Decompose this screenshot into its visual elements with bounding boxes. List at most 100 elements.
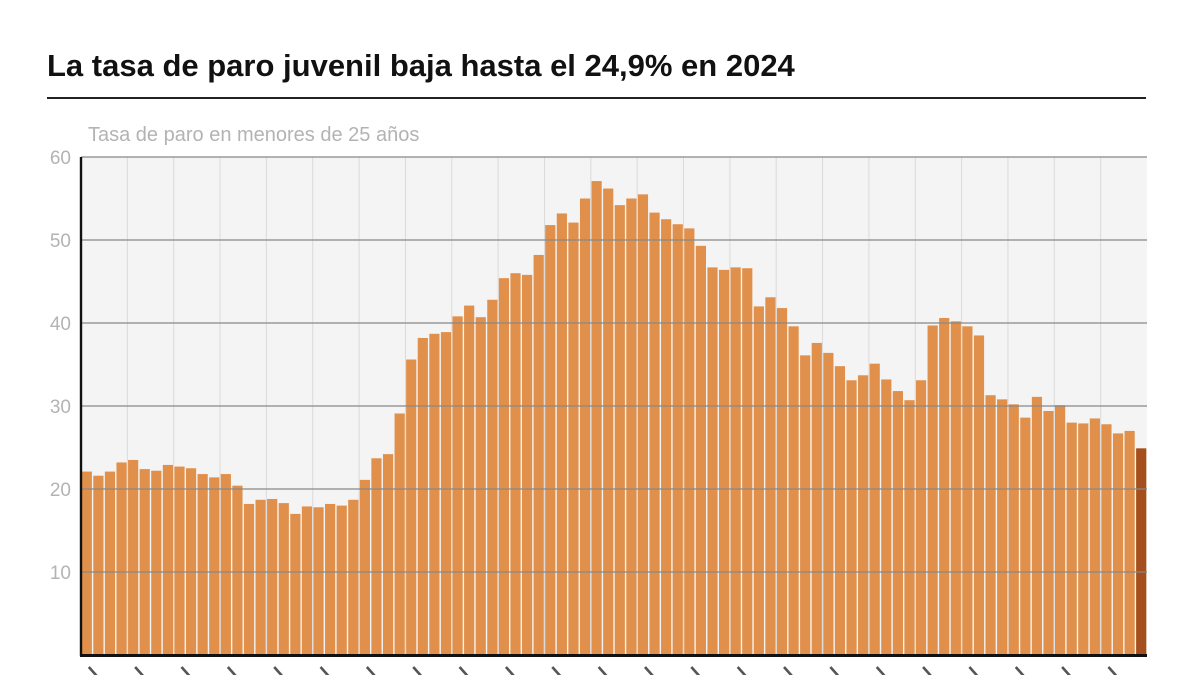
y-tick-label: 40 — [50, 314, 71, 335]
horizontal-gridlines — [81, 156, 1147, 573]
bar — [846, 380, 857, 655]
bar — [382, 454, 394, 655]
bar — [1078, 423, 1089, 655]
bar — [232, 485, 243, 655]
x-tick-mark — [736, 666, 747, 675]
bar — [834, 366, 846, 655]
y-tick-label: 10 — [50, 563, 71, 584]
bar — [997, 399, 1008, 655]
bar — [128, 459, 139, 655]
bar — [348, 499, 359, 655]
x-tick-mark — [1061, 666, 1071, 675]
x-tick-mark — [551, 666, 562, 675]
bar — [1055, 405, 1066, 655]
bar — [255, 499, 266, 655]
bar — [243, 503, 255, 655]
bar — [765, 297, 776, 655]
bar — [116, 462, 127, 655]
bar — [892, 391, 903, 655]
y-tick-label: 50 — [50, 231, 71, 252]
bar — [927, 325, 938, 655]
bar — [776, 308, 788, 655]
bar — [533, 254, 544, 655]
bar — [475, 317, 486, 655]
bar — [742, 268, 753, 655]
bar — [1066, 422, 1077, 655]
x-tick-mark — [504, 666, 515, 675]
chart-title: La tasa de paro juvenil baja hasta el 24… — [47, 48, 795, 83]
x-tick-mark — [1014, 666, 1025, 675]
x-tick-mark — [458, 666, 469, 675]
bar — [487, 299, 498, 655]
bar — [881, 379, 892, 655]
y-tick-label: 20 — [50, 480, 71, 501]
bar — [800, 355, 811, 655]
bar — [174, 466, 185, 655]
bar — [869, 363, 880, 655]
x-tick-mark — [365, 666, 376, 675]
bar — [1008, 404, 1019, 655]
bar — [707, 267, 718, 655]
bar — [603, 188, 614, 656]
x-tick-mark — [690, 666, 701, 675]
bar — [962, 326, 973, 655]
bar — [301, 506, 313, 655]
x-tick-mark — [180, 666, 191, 675]
bar — [81, 471, 92, 655]
x-tick-mark — [273, 666, 284, 675]
bar — [591, 181, 602, 655]
bar — [545, 225, 556, 655]
bar — [464, 305, 475, 655]
bar — [661, 219, 672, 655]
bar — [359, 479, 370, 655]
x-tick-mark — [875, 666, 886, 675]
x-tick-mark — [829, 666, 840, 675]
x-tick-mark — [643, 666, 654, 675]
bar — [649, 212, 660, 656]
bar — [336, 505, 347, 655]
bar — [985, 395, 996, 655]
x-tick-mark — [87, 666, 98, 675]
y-tick-label: 30 — [50, 397, 71, 418]
bar — [93, 475, 104, 655]
x-tick-marks — [87, 666, 1118, 675]
x-tick-mark — [922, 666, 932, 675]
bar — [637, 194, 649, 655]
bars — [81, 181, 1147, 656]
y-tick-label: 60 — [50, 148, 71, 169]
bar — [811, 342, 822, 655]
bar — [823, 352, 834, 655]
bar — [579, 198, 591, 655]
bar — [684, 228, 695, 655]
bar — [429, 333, 440, 655]
bar — [1043, 410, 1054, 655]
bar — [718, 269, 730, 655]
bar — [753, 306, 764, 655]
bar — [1020, 417, 1031, 655]
x-tick-mark — [1107, 666, 1118, 675]
x-tick-mark — [597, 666, 608, 675]
bar — [371, 458, 382, 655]
bar — [672, 224, 683, 656]
bar — [858, 375, 869, 655]
bar — [209, 477, 220, 655]
bar — [1031, 396, 1043, 655]
bar — [394, 413, 405, 655]
bar — [417, 337, 428, 655]
bar — [151, 470, 162, 655]
bar — [162, 464, 173, 655]
bar — [498, 278, 510, 655]
bar — [278, 503, 289, 655]
x-tick-mark — [319, 666, 330, 675]
y-tick-labels: 10 20 30 40 50 60 — [50, 148, 71, 584]
bar — [788, 326, 799, 655]
bar — [104, 471, 116, 655]
x-tick-mark — [968, 666, 979, 675]
bar — [197, 474, 208, 655]
bar — [730, 267, 741, 655]
bar — [325, 503, 336, 655]
bar — [556, 213, 567, 655]
bar — [522, 274, 533, 655]
x-tick-mark — [783, 666, 793, 675]
